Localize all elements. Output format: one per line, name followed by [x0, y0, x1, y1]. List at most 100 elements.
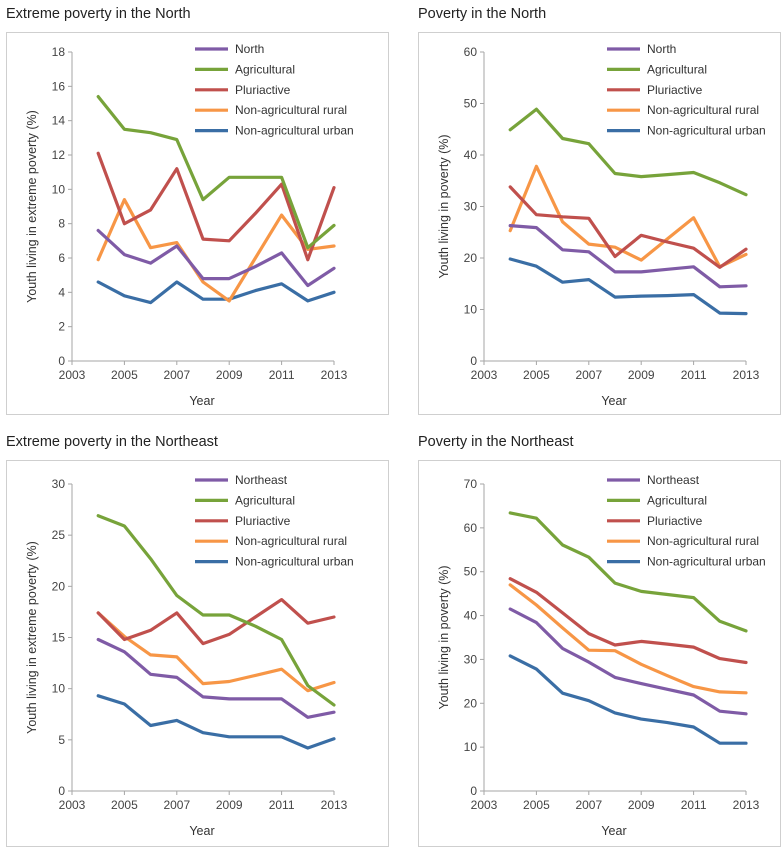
chart-panel-3: Extreme poverty in the Northeast 0 5 10 15 2… [0, 428, 392, 850]
legend-label: Pluriactive [235, 514, 291, 528]
legend-label: Non-agricultural urban [235, 124, 354, 138]
plot-frame [418, 32, 781, 415]
series-line-non-agricultural-rural [96, 611, 336, 693]
legend-label: Non-agricultural rural [647, 103, 759, 117]
x-tick-label: 2003 [471, 798, 498, 812]
y-axis-title: Youth living in extreme poverty (%) [25, 110, 39, 303]
series-line-northeast [96, 637, 336, 719]
chart-svg: 0 10 20 30 40 50 60 2003 2005 2007 2009 2011 2013 Yea… [437, 42, 766, 408]
chart-svg: 0 10 20 30 40 50 60 70 2003 2005 2007 2009 2011 2013 Y… [437, 473, 766, 838]
legend-label: Agricultural [647, 62, 707, 76]
y-tick-label: 40 [464, 148, 478, 162]
y-tick-label: 0 [470, 354, 477, 368]
series-line-non-agricultural-rural [508, 164, 748, 269]
x-axis-title: Year [601, 824, 626, 838]
legend-label: Non-agricultural urban [235, 555, 354, 569]
y-tick-label: 40 [464, 609, 478, 623]
chart-svg: 0 2 4 6 8 10 12 14 16 18 2003 2005 2007 2009 2011 2013 Y… [25, 42, 354, 408]
y-tick-label: 25 [52, 528, 66, 542]
x-tick-label: 2009 [628, 368, 655, 382]
x-axis-title: Year [189, 824, 214, 838]
chart-panel-4: Poverty in the Northeast 0 10 20 30 40 50 60 70… [412, 428, 783, 850]
legend-label: Pluriactive [647, 83, 703, 97]
series-line-pluriactive [508, 577, 748, 665]
chart-title: Poverty in the North [418, 6, 547, 22]
x-tick-label: 2005 [111, 368, 138, 382]
legend-label: Agricultural [235, 493, 295, 507]
x-tick-label: 2009 [216, 798, 243, 812]
chart-panel-2: Poverty in the North 0 10 20 30 40 50 60 2003 20… [412, 0, 783, 420]
x-tick-label: 2009 [628, 798, 655, 812]
y-axis-title: Youth living in poverty (%) [437, 134, 451, 278]
chart-panel-1: Extreme poverty in the North 0 2 4 6 8 10 12 14… [0, 0, 392, 420]
chart-svg: 0 5 10 15 20 25 30 2003 2005 2007 2009 2011 2013 Year… [25, 473, 354, 838]
legend-label: Northeast [235, 473, 288, 487]
x-tick-label: 2007 [163, 368, 190, 382]
series-line-non-agricultural-urban [508, 654, 748, 745]
x-tick-label: 2013 [733, 798, 760, 812]
plot-frame [6, 460, 389, 847]
legend-label: Pluriactive [235, 83, 291, 97]
x-tick-label: 2013 [733, 368, 760, 382]
x-tick-label: 2013 [321, 368, 348, 382]
y-tick-label: 20 [464, 696, 478, 710]
chart-title: Poverty in the Northeast [418, 434, 574, 450]
plot-frame [418, 460, 781, 847]
series-line-north [96, 228, 336, 288]
legend-label: Northeast [647, 473, 700, 487]
y-tick-label: 4 [58, 285, 65, 299]
y-tick-label: 15 [52, 631, 66, 645]
x-axis-title: Year [189, 394, 214, 408]
x-tick-label: 2007 [575, 798, 602, 812]
legend-label: Agricultural [647, 493, 707, 507]
chart-title: Extreme poverty in the Northeast [6, 434, 218, 450]
y-tick-label: 50 [464, 97, 478, 111]
legend-label: Non-agricultural rural [235, 534, 347, 548]
x-tick-label: 2005 [111, 798, 138, 812]
legend-label: Pluriactive [647, 514, 703, 528]
chart-title: Extreme poverty in the North [6, 6, 191, 22]
series-line-non-agricultural-rural [96, 198, 336, 303]
y-tick-label: 70 [464, 477, 478, 491]
y-tick-label: 60 [464, 521, 478, 535]
y-tick-label: 30 [464, 652, 478, 666]
series-line-northeast [508, 607, 748, 716]
series-line-non-agricultural-urban [508, 257, 748, 316]
series-line-non-agricultural-rural [508, 583, 748, 695]
x-tick-label: 2011 [269, 368, 295, 382]
y-tick-label: 18 [52, 45, 66, 59]
series-line-pluriactive [508, 185, 748, 269]
legend-label: Non-agricultural rural [235, 103, 347, 117]
y-tick-label: 6 [58, 251, 65, 265]
x-tick-label: 2007 [575, 368, 602, 382]
x-tick-label: 2013 [321, 798, 348, 812]
x-axis-title: Year [601, 394, 626, 408]
y-tick-label: 10 [464, 740, 478, 754]
x-tick-label: 2003 [59, 368, 86, 382]
legend-label: Agricultural [235, 62, 295, 76]
y-tick-label: 8 [58, 217, 65, 231]
series-line-agricultural [96, 514, 336, 707]
series-line-pluriactive [96, 151, 336, 262]
y-tick-label: 12 [52, 148, 66, 162]
series-line-pluriactive [96, 598, 336, 646]
x-tick-label: 2011 [681, 798, 707, 812]
series-line-agricultural [508, 511, 748, 633]
x-tick-label: 2005 [523, 368, 550, 382]
x-tick-label: 2003 [59, 798, 86, 812]
series-line-north [508, 224, 748, 289]
x-tick-label: 2009 [216, 368, 243, 382]
y-tick-label: 0 [58, 784, 65, 798]
x-tick-label: 2005 [523, 798, 550, 812]
y-axis-title: Youth living in poverty (%) [437, 565, 451, 709]
legend-label: Non-agricultural urban [647, 124, 766, 138]
y-tick-label: 60 [464, 45, 478, 59]
y-tick-label: 30 [52, 477, 66, 491]
legend-label: North [647, 42, 676, 56]
series-line-agricultural [508, 107, 748, 197]
y-tick-label: 20 [464, 251, 478, 265]
y-tick-label: 0 [58, 354, 65, 368]
x-tick-label: 2011 [269, 798, 295, 812]
x-tick-label: 2003 [471, 368, 498, 382]
y-axis-title: Youth living in extreme poverty (%) [25, 541, 39, 734]
